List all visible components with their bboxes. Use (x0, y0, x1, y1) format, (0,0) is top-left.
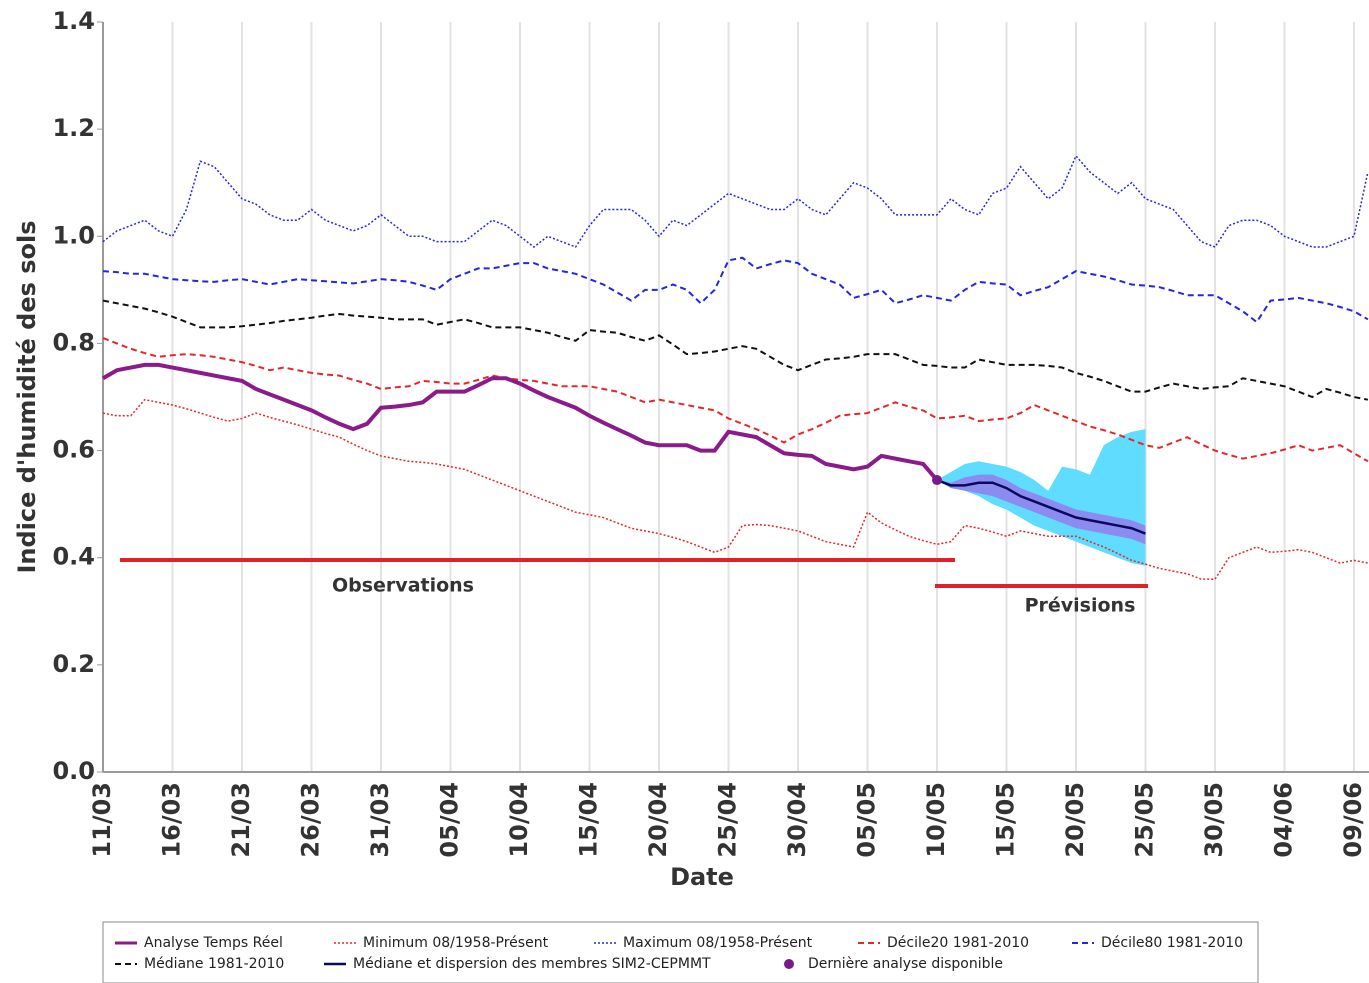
annotation: Prévisions (1025, 595, 1136, 617)
x-tick-label: 31/03 (366, 782, 394, 858)
y-tick-label: 0.4 (52, 543, 95, 571)
series-line (102, 256, 1369, 324)
y-axis-title: Indice d'humidité des sols (13, 220, 41, 573)
series-line (102, 398, 1369, 580)
x-tick-label: 25/05 (1131, 782, 1159, 858)
series-line (101, 362, 939, 482)
legend-label: Maximum 08/1958-Présent (623, 935, 813, 951)
x-tick-label: 09/06 (1339, 782, 1367, 858)
legend-label: Médiane et dispersion des membres SIM2-C… (353, 956, 711, 972)
x-tick-label: 05/04 (436, 782, 464, 858)
dispersion-band (937, 474, 1146, 545)
y-tick-label: 1.4 (52, 7, 95, 35)
x-tick-label: 05/05 (853, 782, 881, 858)
x-tick-label: 21/03 (227, 782, 255, 858)
x-tick-label: 10/04 (505, 782, 533, 858)
legend-swatch (784, 959, 794, 969)
x-tick-label: 15/05 (992, 782, 1020, 858)
y-tick-label: 0.2 (52, 650, 95, 678)
legend-label: Minimum 08/1958-Présent (363, 935, 549, 951)
x-tick-label: 25/04 (714, 782, 742, 858)
y-tick-label: 0.6 (52, 436, 95, 464)
legend-label: Décile20 1981-2010 (887, 935, 1029, 951)
series-line (936, 478, 1146, 535)
x-tick-label: 16/03 (158, 782, 186, 858)
legend-label: Analyse Temps Réel (144, 935, 283, 951)
y-tick-label: 1.2 (52, 114, 95, 142)
y-tick-label: 1.0 (52, 221, 95, 249)
x-tick-label: 30/04 (783, 782, 811, 858)
x-tick-label: 04/06 (1270, 782, 1298, 858)
x-tick-label: 20/04 (644, 782, 672, 858)
legend-label: Médiane 1981-2010 (144, 956, 284, 972)
x-tick-label: 30/05 (1200, 782, 1228, 858)
last-analysis-dot (932, 475, 942, 486)
legend-box (102, 921, 1259, 983)
legend-label: Dernière analyse disponible (808, 956, 1003, 972)
x-tick-label: 15/04 (575, 782, 603, 858)
annotation: Observations (332, 575, 474, 597)
x-axis-title: Date (670, 863, 734, 891)
x-tick-label: 10/05 (922, 782, 950, 858)
series-line (102, 154, 1369, 248)
x-tick-label: 20/05 (1061, 782, 1089, 858)
series-line (102, 337, 1369, 463)
x-tick-label: 26/03 (297, 782, 325, 858)
legend-label: Décile80 1981-2010 (1101, 935, 1243, 951)
series-line (102, 299, 1369, 401)
y-tick-label: 0.8 (52, 328, 95, 356)
x-tick-label: 11/03 (88, 782, 116, 858)
y-tick-label: 0.0 (52, 757, 95, 785)
